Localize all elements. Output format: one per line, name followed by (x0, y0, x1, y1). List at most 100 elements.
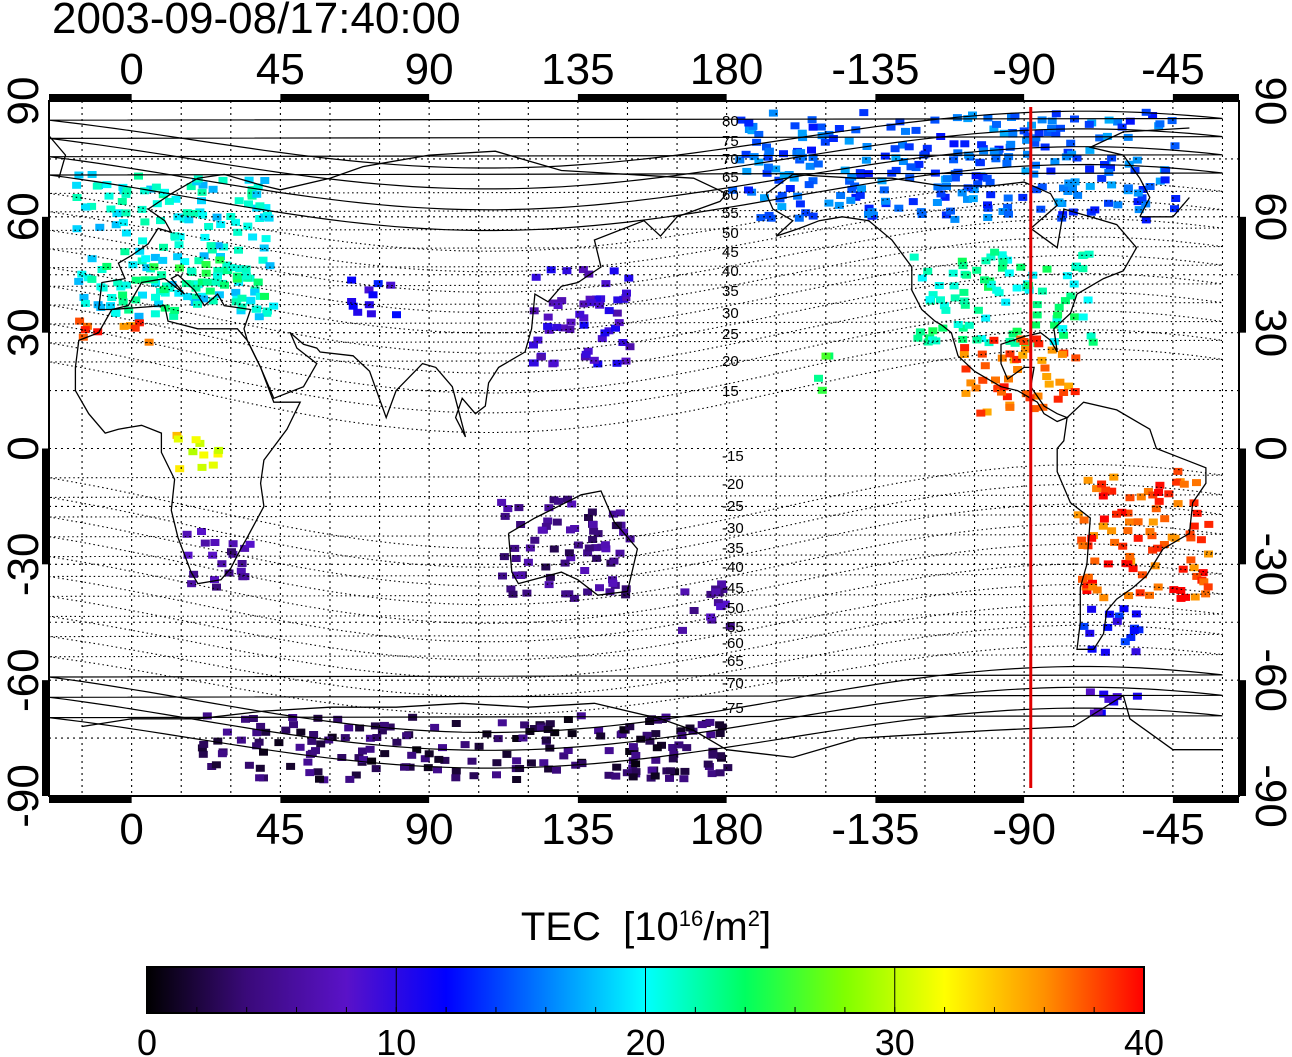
tec-cell (189, 570, 199, 578)
tec-cell (503, 505, 513, 513)
contour-label: 45 (722, 244, 739, 261)
tec-cell (208, 297, 218, 305)
tec-cell (1107, 154, 1117, 162)
tec-cell (950, 174, 960, 182)
tec-cell (569, 594, 579, 602)
tec-cell (210, 539, 220, 546)
tec-cell (1120, 638, 1130, 646)
tec-cell (834, 125, 844, 132)
tec-cell (1123, 527, 1133, 535)
tec-cell (344, 724, 354, 732)
tec-cell (79, 293, 89, 301)
tec-cell (898, 158, 908, 165)
tec-cell (708, 751, 718, 759)
tec-cell (989, 125, 999, 133)
tec-cell (928, 291, 938, 299)
tec-cell (529, 359, 539, 367)
tec-cell (545, 720, 555, 728)
lon-tick-label-bottom: -90 (992, 805, 1056, 854)
tec-cell (296, 728, 306, 736)
tec-cell (93, 328, 103, 336)
tec-cell (1170, 534, 1180, 542)
tec-cell (530, 536, 540, 544)
tec-cell (1112, 693, 1122, 701)
tec-cell (612, 309, 622, 317)
colorbar-unit-exponent: 16 (678, 906, 704, 931)
tec-cell (957, 257, 967, 265)
tec-cell (1112, 510, 1121, 518)
tec-cell (1199, 578, 1209, 586)
tec-cell (420, 755, 430, 763)
tec-cell (960, 301, 970, 309)
tec-cell (625, 535, 635, 543)
tec-cell (231, 288, 241, 296)
tec-cell (191, 284, 201, 292)
colorbar-tick-label: 0 (137, 1022, 157, 1057)
tec-cell (214, 291, 224, 299)
tec-cell (433, 766, 442, 774)
tec-cell (615, 509, 625, 517)
tec-cell (828, 135, 838, 142)
tec-cell (997, 354, 1007, 362)
tec-cell (560, 559, 570, 567)
lon-tick-label-top: 180 (690, 45, 763, 94)
tec-cell (972, 336, 982, 344)
tec-cell (348, 302, 358, 310)
tec-cell (1070, 388, 1080, 396)
tec-cell (1155, 120, 1165, 128)
tec-cell (824, 130, 834, 138)
contour-label: 40 (722, 263, 739, 280)
tec-cell (373, 280, 383, 288)
magnetic-latitude-contour (49, 128, 1223, 190)
contour-label: -50 (722, 600, 744, 617)
tec-cell (75, 317, 85, 325)
tec-cell (385, 723, 395, 731)
tec-cell (990, 248, 1000, 256)
tec-cell (506, 585, 516, 593)
tec-cell (234, 246, 243, 254)
tec-cell (134, 319, 144, 327)
tec-cell (845, 177, 855, 185)
tec-cell (492, 759, 502, 767)
tec-cell (116, 283, 126, 291)
tec-cell (1095, 134, 1105, 142)
tec-cell (1107, 181, 1117, 189)
contour-label: -75 (722, 700, 744, 717)
tec-cell (72, 225, 82, 233)
tec-cell (1054, 303, 1064, 311)
tec-cell (434, 755, 444, 763)
tec-cell (260, 177, 270, 184)
tec-cell (119, 322, 129, 330)
tec-cell (202, 278, 212, 286)
tec-cell (1012, 355, 1022, 363)
tec-cell (254, 738, 264, 746)
tec-cell (281, 726, 291, 734)
tec-cell (451, 767, 461, 775)
tec-cell (520, 721, 530, 729)
tec-cell (584, 514, 593, 521)
tec-cell (808, 154, 818, 162)
tec-cell (814, 374, 823, 382)
tec-cell (526, 759, 536, 767)
tec-cell (474, 742, 484, 750)
tec-cell (1171, 195, 1181, 202)
tec-cell (797, 153, 807, 161)
tec-cell (533, 336, 543, 344)
tec-cell (1123, 133, 1133, 141)
tec-cell (191, 436, 201, 444)
tec-cell (1073, 191, 1083, 199)
tec-cell (260, 292, 269, 300)
contour-label: -45 (722, 580, 744, 597)
tec-cell (971, 172, 981, 180)
magnetic-latitude-contour (49, 181, 1223, 252)
tec-cell (808, 177, 818, 185)
tec-cell (764, 211, 774, 219)
tec-cell (744, 119, 754, 127)
tec-cell (668, 744, 678, 751)
contour-label: -65 (722, 653, 744, 670)
tec-cell (199, 740, 209, 748)
tec-cell (622, 289, 631, 297)
tec-cell (1071, 354, 1081, 362)
tec-cell (713, 599, 723, 607)
lon-tick-label-top: 135 (541, 45, 614, 94)
